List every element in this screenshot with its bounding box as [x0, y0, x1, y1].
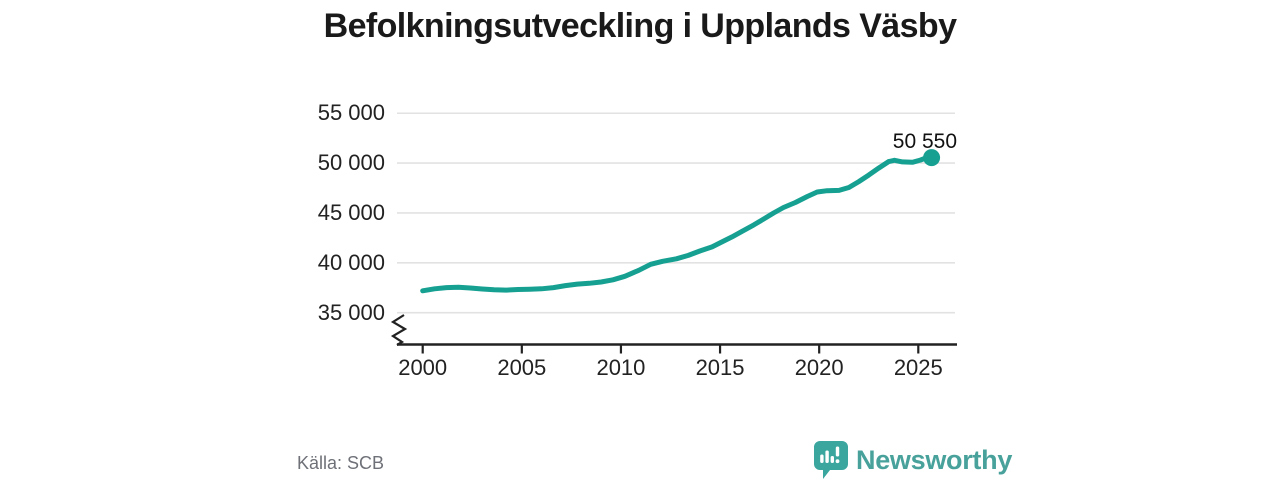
- y-tick-label: 40 000: [317, 249, 385, 275]
- latest-value-dot: [923, 149, 941, 167]
- axis-break-icon: [390, 314, 408, 346]
- x-tick-label: 2000: [398, 355, 448, 380]
- source-note: Källa: SCB: [297, 453, 385, 473]
- x-tick-label: 2025: [893, 355, 943, 380]
- newsworthy-speech-bubble-bar-chart-icon: [814, 441, 848, 479]
- y-tick-label: 50 000: [317, 150, 385, 176]
- y-tick-label: 45 000: [317, 199, 385, 225]
- x-tick-label: 2020: [794, 355, 844, 380]
- y-tick-label: 55 000: [317, 100, 385, 126]
- x-tick-label: 2015: [695, 355, 745, 380]
- x-tick-label: 2005: [497, 355, 547, 380]
- brand-wordmark: Newsworthy: [856, 445, 1013, 475]
- y-tick-label: 35 000: [317, 299, 385, 325]
- newsworthy-logo: Newsworthy: [813, 440, 1012, 480]
- chart-title: Befolkningsutveckling i Upplands Väsby: [323, 7, 957, 45]
- population-line: [420, 155, 935, 294]
- x-tick-label: 2010: [596, 355, 646, 380]
- latest-value-label: 50 550: [892, 130, 957, 153]
